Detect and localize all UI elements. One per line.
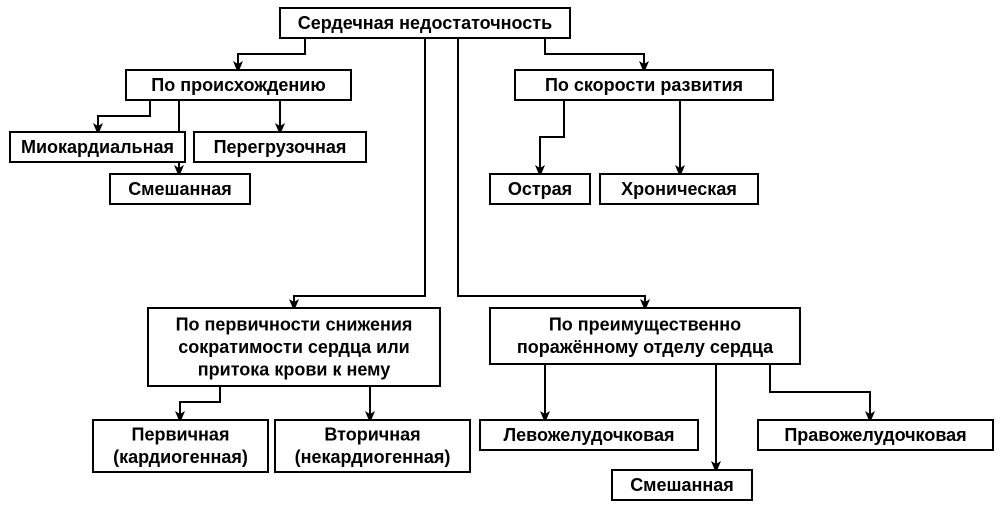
node-mixed2: Смешанная — [612, 470, 752, 500]
node-label: Миокардиальная — [21, 137, 174, 157]
node-region: По преимущественнопоражённому отделу сер… — [490, 308, 800, 364]
node-label: Перегрузочная — [214, 137, 347, 157]
edge-0 — [238, 38, 305, 70]
edge-2 — [98, 100, 150, 132]
node-label: Хроническая — [621, 179, 737, 199]
edge-13 — [770, 364, 870, 420]
node-myocardial: Миокардиальная — [10, 132, 185, 162]
node-label: Смешанная — [128, 179, 232, 199]
node-label: Левожелудочковая — [503, 425, 674, 445]
node-secondary: Вторичная(некардиогенная) — [275, 420, 470, 472]
node-speed: По скорости развития — [515, 70, 773, 100]
edges-layer — [98, 38, 870, 470]
node-label: Правожелудочковая — [784, 425, 966, 445]
flowchart-canvas: Сердечная недостаточность По происхождени… — [0, 0, 1008, 528]
node-primarity: По первичности снижения сократимости серд… — [148, 308, 440, 386]
node-rightv: Правожелудочковая — [758, 420, 993, 450]
node-origin: По происхождению — [126, 70, 351, 100]
edge-1 — [545, 38, 644, 70]
node-chronic: Хроническая — [600, 174, 758, 204]
node-label: притока крови к нему — [198, 359, 390, 379]
node-mixed1: Смешанная — [110, 174, 250, 204]
node-label: По скорости развития — [545, 75, 743, 95]
node-overload: Перегрузочная — [194, 132, 366, 162]
node-label: По первичности снижения — [176, 314, 413, 334]
node-leftv: Левожелудочковая — [480, 420, 698, 450]
node-label: поражённому отделу сердца — [517, 337, 774, 357]
edge-9 — [180, 386, 220, 420]
node-label: Первичная — [132, 425, 230, 445]
node-label: Смешанная — [630, 475, 734, 495]
node-label: По происхождению — [151, 75, 325, 95]
node-label: (кардиогенная) — [113, 447, 248, 467]
node-label: Сердечная недостаточность — [298, 13, 552, 33]
node-label: сократимости сердца или — [178, 337, 410, 357]
node-label: Вторичная — [324, 425, 420, 445]
node-label: (некардиогенная) — [295, 447, 451, 467]
node-acute: Острая — [490, 174, 590, 204]
node-primary: Первичная(кардиогенная) — [93, 420, 268, 472]
edge-5 — [540, 100, 564, 174]
node-label: По преимущественно — [549, 315, 741, 335]
node-label: Острая — [508, 179, 572, 199]
nodes-layer: Сердечная недостаточность По происхождени… — [10, 8, 993, 500]
node-root: Сердечная недостаточность — [280, 8, 570, 38]
